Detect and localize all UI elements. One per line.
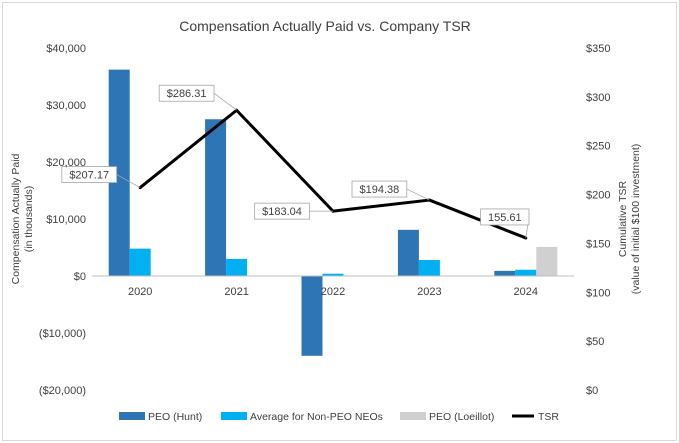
bar-average-for-non-peo-neos-2020 bbox=[129, 248, 151, 276]
tsr-data-label-2020: $207.17 bbox=[69, 170, 109, 182]
y2-tick-label: $250 bbox=[586, 141, 610, 153]
bars-group bbox=[108, 69, 558, 356]
tsr-line bbox=[139, 108, 527, 240]
tsr-data-label-2021: $286.31 bbox=[167, 88, 207, 100]
axes-group: $40,000 $30,000 $20,000 $10,000 $0 ($10,000) (… bbox=[10, 43, 642, 397]
y-tick-label: ($10,000) bbox=[39, 328, 86, 340]
y2-tick-label: $350 bbox=[586, 43, 610, 55]
x-tick-label-2024: 2024 bbox=[514, 286, 538, 298]
y2-tick-label: $300 bbox=[586, 92, 610, 104]
bar-peo-loeillot-2024 bbox=[536, 246, 558, 276]
tsr-callout-box bbox=[61, 166, 117, 183]
tsr-callout-leader bbox=[406, 188, 430, 201]
legend-item-tsr: TSR bbox=[512, 411, 559, 423]
legend-label: PEO (Loeillot) bbox=[429, 411, 494, 423]
legend-label: PEO (Hunt) bbox=[148, 411, 202, 423]
tsr-callout-box bbox=[254, 202, 310, 220]
y-tick-label: $40,000 bbox=[46, 43, 86, 55]
bar-peo-hunt-2022 bbox=[301, 276, 323, 356]
legend-item-average-for-non-peo-neos: Average for Non-PEO NEOs bbox=[221, 411, 383, 423]
y2-tick-label: $50 bbox=[586, 336, 604, 348]
bar-average-for-non-peo-neos-2024 bbox=[515, 269, 537, 276]
y2-tick-label: $200 bbox=[586, 190, 610, 202]
tsr-data-label-2023: $194.38 bbox=[360, 184, 400, 196]
tsr-callout-leader bbox=[116, 174, 141, 188]
y-axis-title: Compensation Actually Paid(in thousands) bbox=[10, 153, 35, 284]
bar-peo-hunt-2021 bbox=[205, 119, 227, 276]
bar-average-for-non-peo-neos-2022 bbox=[322, 273, 344, 276]
tsr-line-group bbox=[138, 108, 528, 240]
legend-item-peo-hunt: PEO (Hunt) bbox=[119, 411, 202, 423]
x-tick-label-2022: 2022 bbox=[321, 286, 345, 298]
y2-tick-label: $150 bbox=[586, 238, 610, 250]
y2-tick-label: $0 bbox=[586, 385, 598, 397]
legend-label: Average for Non-PEO NEOs bbox=[250, 411, 383, 423]
bar-peo-hunt-2024 bbox=[494, 270, 516, 276]
y-tick-label: $0 bbox=[74, 271, 86, 283]
tsr-callout-leader bbox=[213, 92, 237, 111]
legend-label: TSR bbox=[538, 411, 559, 423]
tsr-callout-box bbox=[158, 84, 215, 102]
x-tick-label-2021: 2021 bbox=[224, 286, 248, 298]
bar-peo-hunt-2023 bbox=[397, 229, 419, 276]
legend-item-peo-loeillot: PEO (Loeillot) bbox=[400, 411, 494, 423]
tsr-callout-box bbox=[351, 180, 408, 198]
y-tick-label: $10,000 bbox=[46, 214, 86, 226]
legend-swatch bbox=[221, 412, 247, 420]
x-tick-label-2023: 2023 bbox=[417, 286, 441, 298]
legend: PEO (Hunt) Average for Non-PEO NEOs PEO (L… bbox=[119, 411, 559, 423]
y-tick-label: $20,000 bbox=[46, 157, 86, 169]
y-tick-label: $30,000 bbox=[46, 100, 86, 112]
legend-swatch bbox=[119, 412, 145, 420]
y2-tick-label: $100 bbox=[586, 287, 610, 299]
tsr-callout-box bbox=[480, 208, 530, 226]
y-tick-label: ($20,000) bbox=[39, 385, 86, 397]
data-labels-group: $207.17 $286.31 $183.04 $194.38 155.61 bbox=[61, 84, 530, 239]
legend-swatch bbox=[400, 412, 426, 420]
chart-title: Compensation Actually Paid vs. Company T… bbox=[179, 18, 471, 34]
x-tick-label-2020: 2020 bbox=[128, 286, 152, 298]
bar-average-for-non-peo-neos-2023 bbox=[418, 260, 440, 276]
bar-peo-hunt-2020 bbox=[108, 69, 130, 276]
y2-axis-title: Cumulative TSR(value of initial $100 inv… bbox=[617, 144, 642, 295]
tsr-data-label-2022: $183.04 bbox=[262, 206, 302, 218]
bar-average-for-non-peo-neos-2021 bbox=[226, 258, 248, 276]
tsr-data-label-2024: 155.61 bbox=[488, 212, 522, 224]
